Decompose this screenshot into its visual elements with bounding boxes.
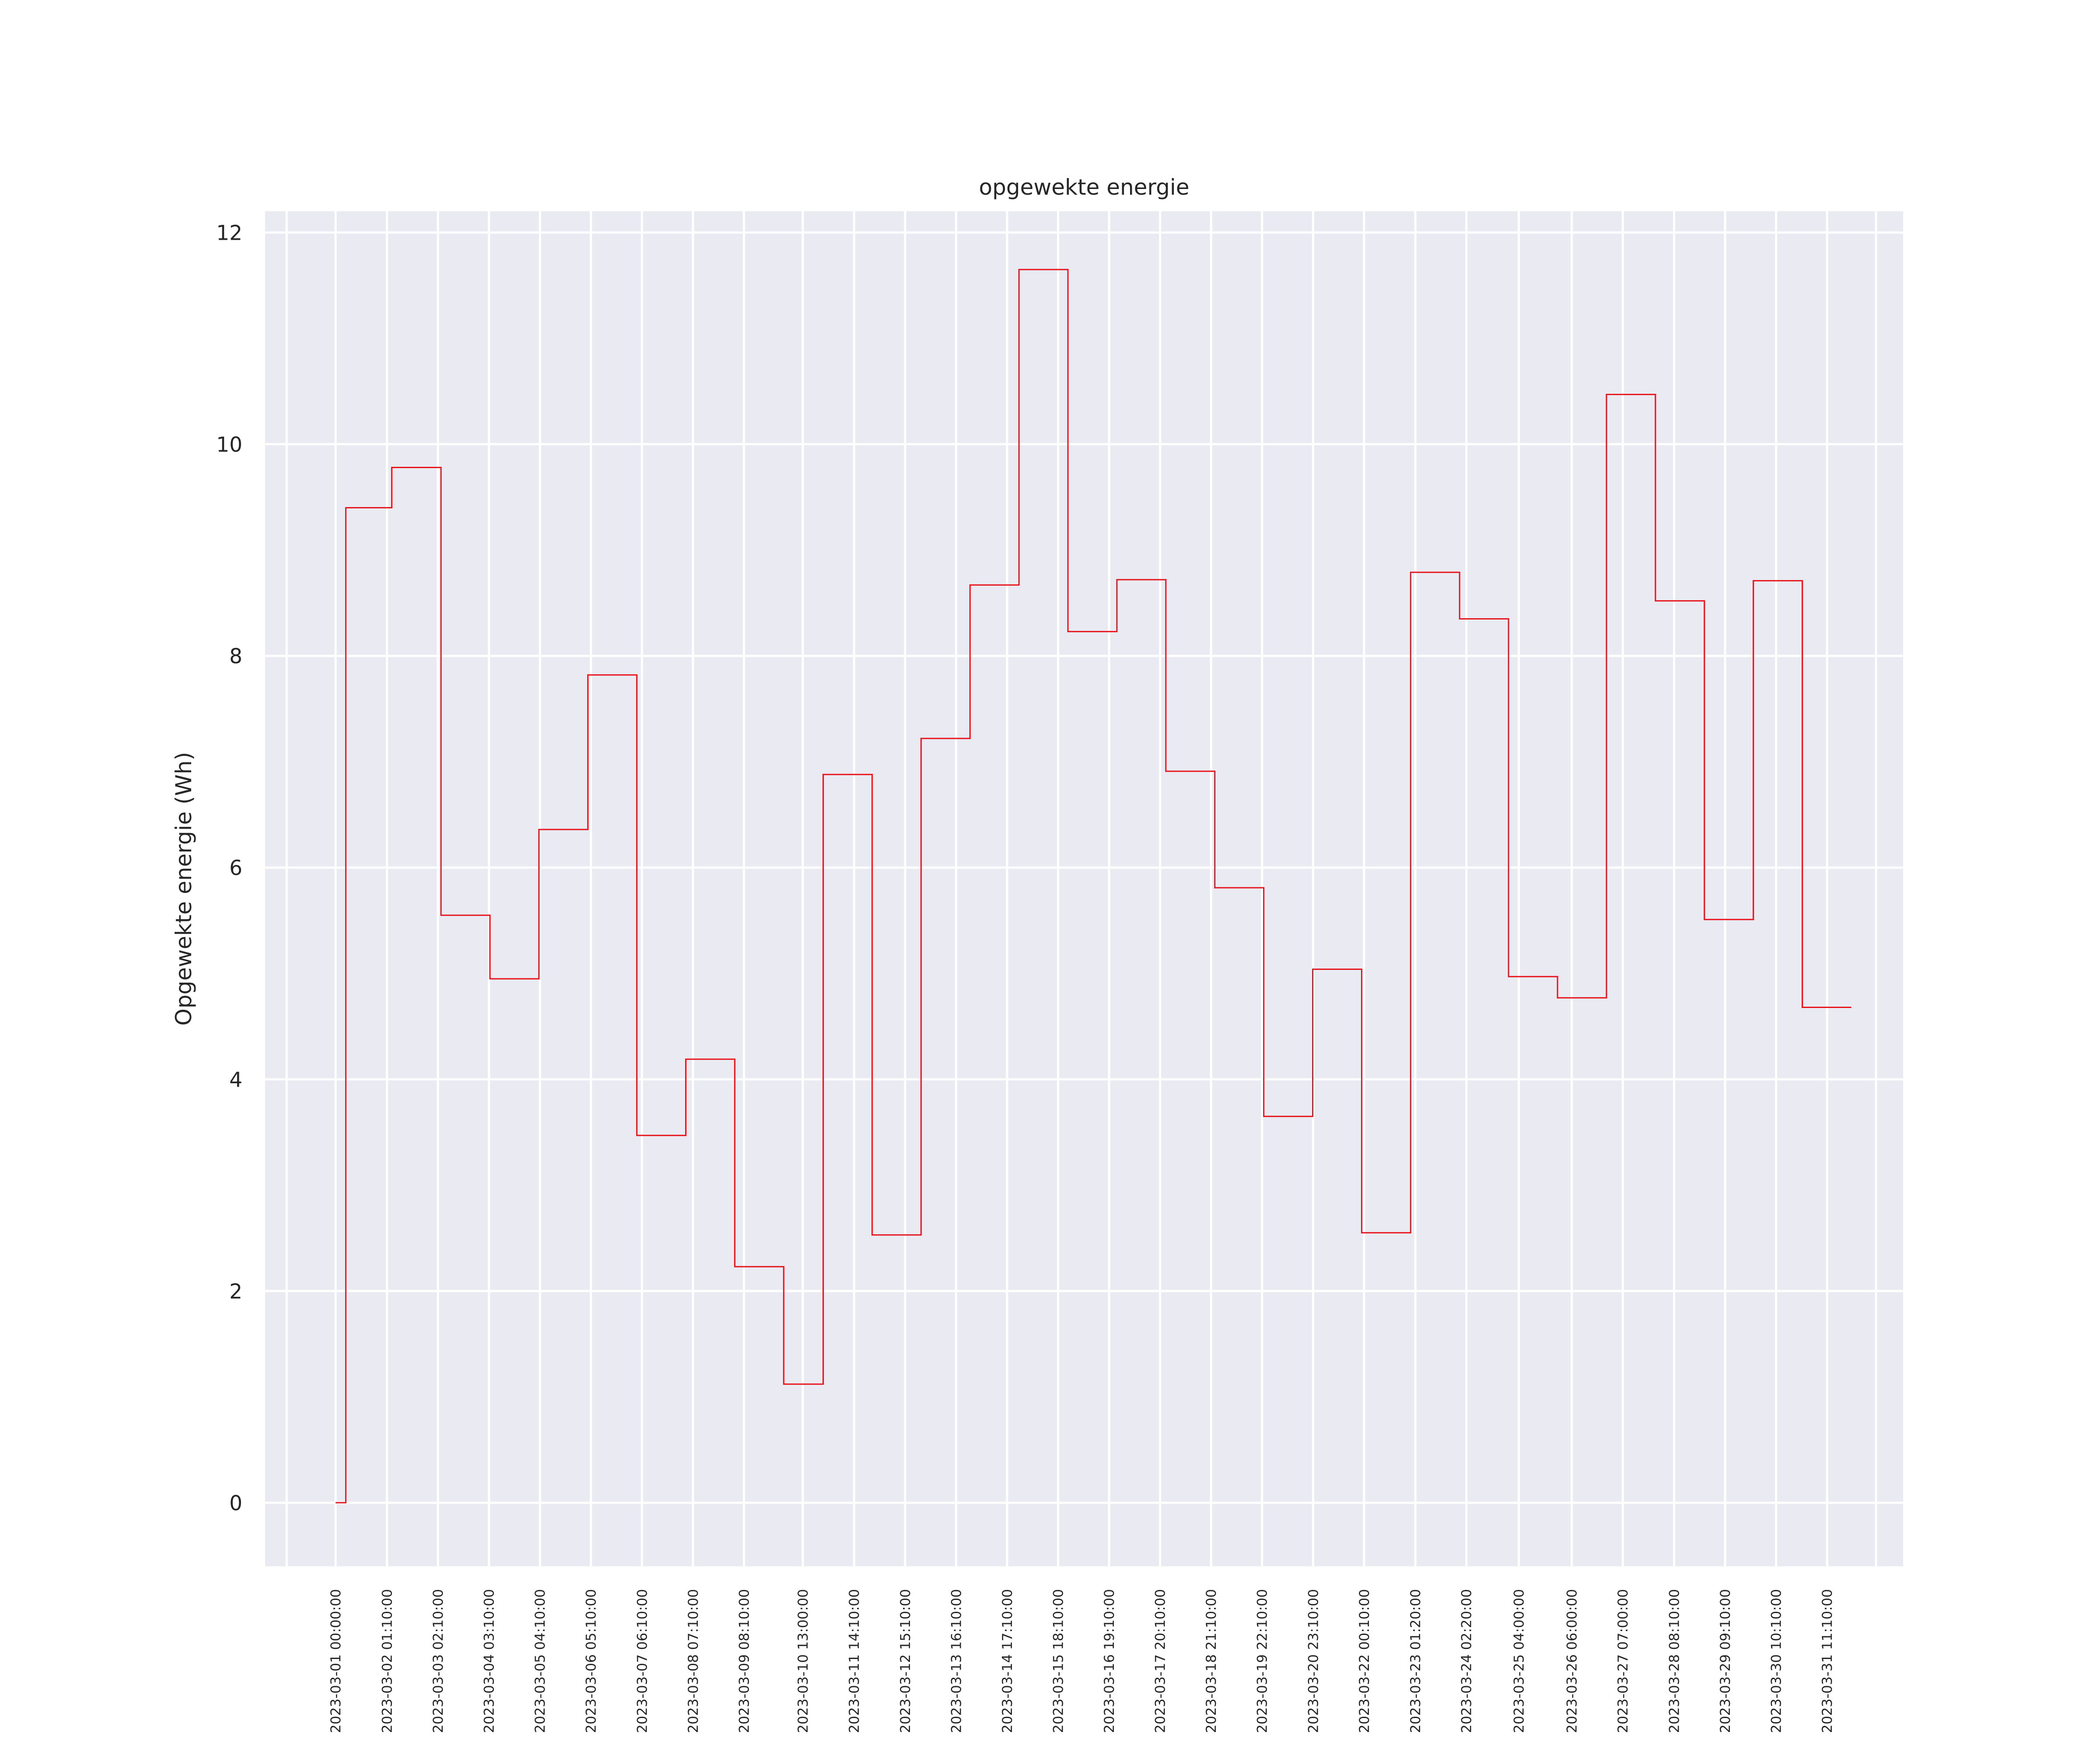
y-axis-label: Opgewekte energie (Wh) bbox=[171, 752, 196, 1026]
x-tick-label: 2023-03-18 21:10:00 bbox=[1204, 1589, 1219, 1733]
y-tick-label: 12 bbox=[216, 221, 242, 245]
y-tick-label: 4 bbox=[229, 1068, 242, 1092]
y-tick-label: 6 bbox=[229, 856, 242, 880]
x-tick-label: 2023-03-28 08:10:00 bbox=[1667, 1589, 1683, 1733]
x-tick-label: 2023-03-19 22:10:00 bbox=[1255, 1589, 1270, 1733]
x-tick-label: 2023-03-07 06:10:00 bbox=[634, 1589, 650, 1733]
x-tick-label: 2023-03-13 16:10:00 bbox=[948, 1589, 964, 1733]
grid-lines bbox=[265, 211, 1903, 1566]
x-tick-label: 2023-03-08 07:10:00 bbox=[686, 1589, 701, 1733]
x-tick-label: 2023-03-29 09:10:00 bbox=[1718, 1589, 1733, 1733]
x-tick-label: 2023-03-24 02:20:00 bbox=[1459, 1589, 1475, 1733]
y-tick-label: 0 bbox=[229, 1491, 242, 1516]
x-tick-label: 2023-03-17 20:10:00 bbox=[1153, 1589, 1169, 1733]
x-tick-label: 2023-03-22 00:10:00 bbox=[1357, 1589, 1372, 1733]
x-tick-label: 2023-03-11 14:10:00 bbox=[847, 1589, 862, 1733]
x-tick-label: 2023-03-10 13:00:00 bbox=[795, 1589, 811, 1733]
x-tick-label: 2023-03-23 01:20:00 bbox=[1408, 1589, 1424, 1733]
x-tick-label: 2023-03-30 10:10:00 bbox=[1769, 1589, 1785, 1733]
x-tick-label: 2023-03-20 23:10:00 bbox=[1306, 1589, 1321, 1733]
chart-title: opgewekte energie bbox=[979, 175, 1190, 200]
y-tick-label: 10 bbox=[216, 433, 242, 457]
x-tick-label: 2023-03-25 04:00:00 bbox=[1511, 1589, 1527, 1733]
x-tick-label: 2023-03-06 05:10:00 bbox=[584, 1589, 599, 1733]
x-tick-label: 2023-03-31 11:10:00 bbox=[1820, 1589, 1835, 1733]
plot-background bbox=[265, 211, 1903, 1566]
x-tick-label: 2023-03-05 04:10:00 bbox=[532, 1589, 548, 1733]
x-tick-label: 2023-03-16 19:10:00 bbox=[1102, 1589, 1117, 1733]
x-tick-label: 2023-03-27 07:00:00 bbox=[1615, 1589, 1631, 1733]
x-tick-label: 2023-03-14 17:10:00 bbox=[1000, 1589, 1015, 1733]
y-tick-label: 8 bbox=[229, 644, 242, 668]
x-tick-label: 2023-03-09 08:10:00 bbox=[736, 1589, 752, 1733]
series-lines bbox=[336, 269, 1852, 1504]
x-tick-label: 2023-03-26 06:00:00 bbox=[1564, 1589, 1580, 1733]
x-tick-label: 2023-03-02 01:10:00 bbox=[379, 1589, 395, 1733]
x-tick-label: 2023-03-15 18:10:00 bbox=[1050, 1589, 1066, 1733]
x-tick-label: 2023-03-12 15:10:00 bbox=[898, 1589, 914, 1733]
x-tick-label: 2023-03-01 00:00:00 bbox=[328, 1589, 344, 1733]
tick-labels: 0 2 4 6 8 10 12 2023-03-01 00:00:00 2023-03-02 0… bbox=[216, 221, 1835, 1733]
y-tick-label: 2 bbox=[229, 1280, 242, 1304]
x-tick-label: 2023-03-03 02:10:00 bbox=[430, 1589, 446, 1733]
series-line bbox=[336, 269, 1852, 1504]
x-tick-label: 2023-03-04 03:10:00 bbox=[482, 1589, 497, 1733]
